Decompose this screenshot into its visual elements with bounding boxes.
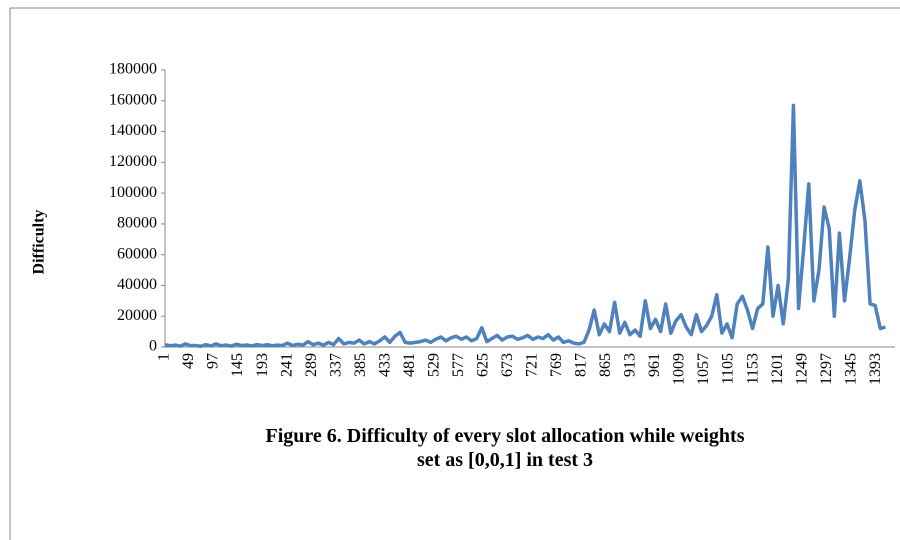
x-tick-label: 817 — [573, 353, 590, 377]
data-line — [164, 103, 886, 348]
x-tick-label: 1 — [156, 353, 173, 361]
x-tick-label: 1393 — [867, 353, 884, 385]
x-tick-label: 97 — [205, 353, 222, 369]
y-tick-label: 100000 — [109, 184, 157, 201]
x-tick-label: 1153 — [744, 353, 761, 384]
y-tick-label: 180000 — [109, 61, 157, 78]
x-tick-label: 241 — [278, 353, 295, 377]
chart-title: Figure 6. Difficulty of every slot alloc… — [265, 425, 745, 471]
frame — [9, 7, 900, 540]
x-tick-label: 1105 — [720, 353, 737, 384]
x-tick-label: 385 — [352, 353, 369, 377]
x-tick-label: 577 — [450, 353, 467, 377]
x-tick-label: 1201 — [769, 353, 786, 385]
x-tick-label: 145 — [229, 353, 246, 377]
y-tick-label: 160000 — [109, 91, 157, 108]
y-tick-label: 80000 — [117, 215, 157, 232]
x-tick-label: 769 — [548, 353, 565, 377]
x-tick-label: 289 — [303, 353, 320, 377]
y-tick-label: 120000 — [109, 153, 157, 170]
x-tick-label: 433 — [376, 353, 393, 377]
x-tick-label: 529 — [425, 353, 442, 377]
x-tick-label: 1345 — [842, 353, 859, 385]
x-tick-label: 721 — [524, 353, 541, 377]
x-tick-label: 625 — [474, 353, 491, 377]
x-tick-label: 913 — [622, 353, 639, 377]
y-tick-label: 20000 — [117, 307, 157, 324]
x-tick-label: 337 — [327, 353, 344, 377]
x-tick-label: 1009 — [671, 353, 688, 385]
y-tick-label: 40000 — [117, 276, 157, 293]
x-tick-label: 1249 — [793, 353, 810, 385]
x-tick-label: 481 — [401, 353, 418, 377]
x-tick-label: 49 — [180, 353, 197, 369]
x-tick-label: 1057 — [695, 353, 712, 385]
y-tick-label: 140000 — [109, 122, 157, 139]
x-tick-label: 193 — [254, 353, 271, 377]
y-axis-label: Difficulty — [31, 210, 48, 275]
x-tick-label: 865 — [597, 353, 614, 377]
y-tick-label: 0 — [149, 338, 157, 355]
x-tick-label: 1297 — [818, 353, 835, 385]
y-tick-label: 60000 — [117, 245, 157, 262]
x-tick-label: 673 — [499, 353, 516, 377]
x-tick-label: 961 — [646, 353, 663, 377]
